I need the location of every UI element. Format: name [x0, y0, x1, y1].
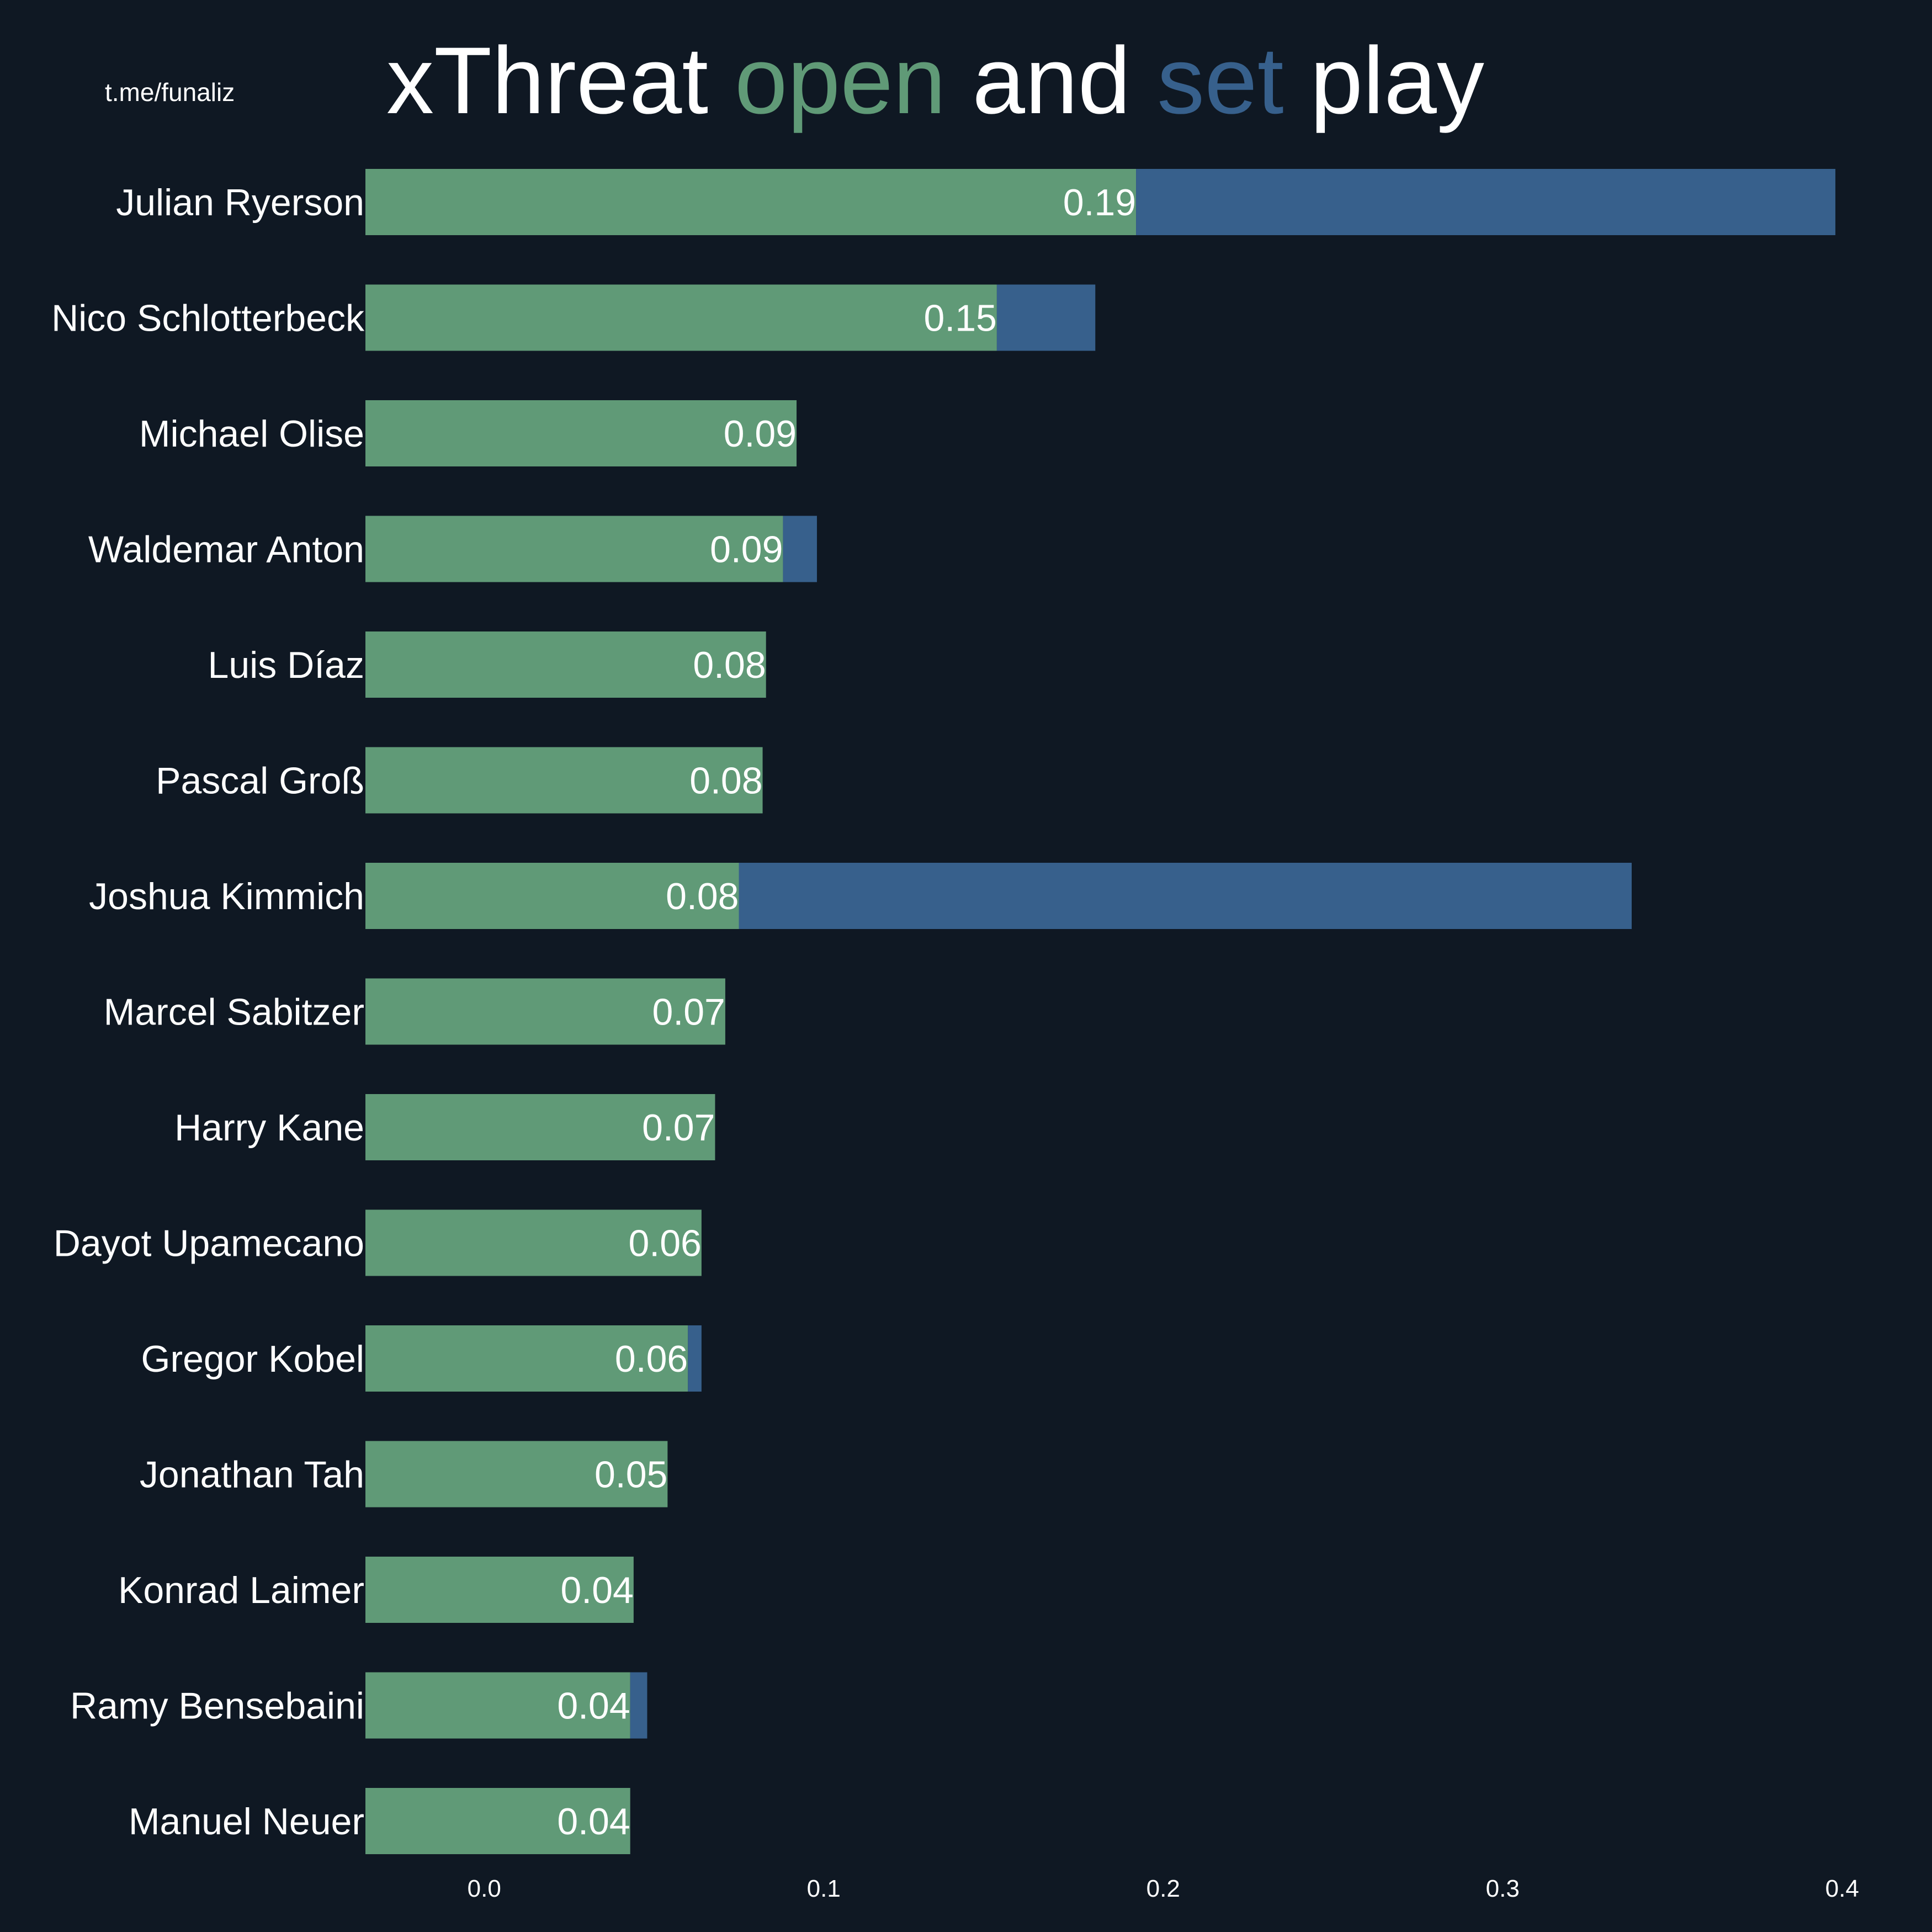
player-label-6: Joshua Kimmich [89, 875, 364, 917]
bar-open-12 [365, 1557, 634, 1623]
player-label-8: Harry Kane [174, 1107, 364, 1149]
title-part-1: open [735, 28, 946, 134]
player-label-10: Gregor Kobel [141, 1338, 364, 1380]
player-label-2: Michael Olise [139, 413, 364, 455]
value-label-2: 0.09 [724, 413, 797, 455]
bar-open-4 [365, 631, 766, 698]
x-axis-ticks: 0.0 0.1 0.2 0.3 0.4 [468, 1875, 1859, 1902]
player-label-12: Konrad Laimer [118, 1569, 364, 1611]
player-label-0: Julian Ryerson [116, 182, 364, 224]
value-label-0: 0.19 [1063, 182, 1136, 224]
player-label-4: Luis Díaz [208, 644, 364, 686]
bar-set-13 [630, 1672, 647, 1739]
x-tick-label-0: 0.0 [468, 1875, 501, 1902]
bar-open-5 [365, 747, 763, 814]
bar-open-2 [365, 400, 797, 466]
value-label-5: 0.08 [689, 760, 762, 802]
x-tick-label-1: 0.1 [807, 1875, 841, 1902]
bar-open-0 [365, 169, 1137, 235]
bar-open-13 [365, 1672, 630, 1739]
player-label-14: Manuel Neuer [129, 1801, 364, 1843]
player-label-1: Nico Schlotterbeck [51, 298, 365, 339]
bar-open-14 [365, 1788, 630, 1854]
value-label-9: 0.06 [628, 1223, 701, 1265]
bar-set-3 [783, 516, 817, 582]
watermark: t.me/funaliz [105, 78, 235, 107]
title-part-3: set [1157, 28, 1283, 134]
bar-open-11 [365, 1441, 668, 1508]
value-label-14: 0.04 [557, 1801, 630, 1843]
value-label-12: 0.04 [560, 1569, 633, 1611]
bar-set-0 [1136, 169, 1835, 235]
value-label-7: 0.07 [652, 991, 725, 1033]
bar-set-1 [996, 284, 1096, 351]
player-label-3: Waldemar Anton [88, 529, 364, 571]
title-part-0: xThreat [386, 28, 735, 134]
bar-open-7 [365, 978, 725, 1045]
value-label-4: 0.08 [693, 644, 766, 686]
bar-open-8 [365, 1094, 715, 1160]
x-tick-label-2: 0.2 [1147, 1875, 1180, 1902]
bar-set-6 [739, 863, 1632, 929]
title-part-2: and [946, 28, 1158, 134]
value-label-10: 0.06 [615, 1338, 688, 1380]
x-tick-label-4: 0.4 [1825, 1875, 1859, 1902]
bar-open-3 [365, 516, 783, 582]
player-label-11: Jonathan Tah [140, 1454, 364, 1496]
bars-layer [365, 169, 1835, 1854]
value-label-6: 0.08 [666, 875, 739, 917]
bar-open-6 [365, 863, 739, 929]
value-label-3: 0.09 [710, 529, 783, 571]
value-label-13: 0.04 [557, 1685, 630, 1727]
value-label-8: 0.07 [642, 1107, 715, 1149]
player-label-9: Dayot Upamecano [54, 1223, 364, 1265]
bar-set-10 [688, 1325, 702, 1392]
player-label-13: Ramy Bensebaini [70, 1685, 364, 1727]
bar-open-10 [365, 1325, 688, 1392]
player-label-7: Marcel Sabitzer [104, 991, 364, 1033]
x-tick-label-3: 0.3 [1486, 1875, 1520, 1902]
value-label-1: 0.15 [924, 298, 997, 339]
labels-layer: Julian Ryerson 0.19 Nico Schlotterbeck 0.15… [51, 182, 1136, 1843]
chart-title: xThreat open and set play [386, 28, 1484, 134]
bar-open-9 [365, 1209, 702, 1276]
title-part-4: play [1284, 28, 1484, 134]
value-label-11: 0.05 [595, 1454, 667, 1496]
bar-open-1 [365, 284, 997, 351]
player-label-5: Pascal Groß [156, 760, 364, 802]
